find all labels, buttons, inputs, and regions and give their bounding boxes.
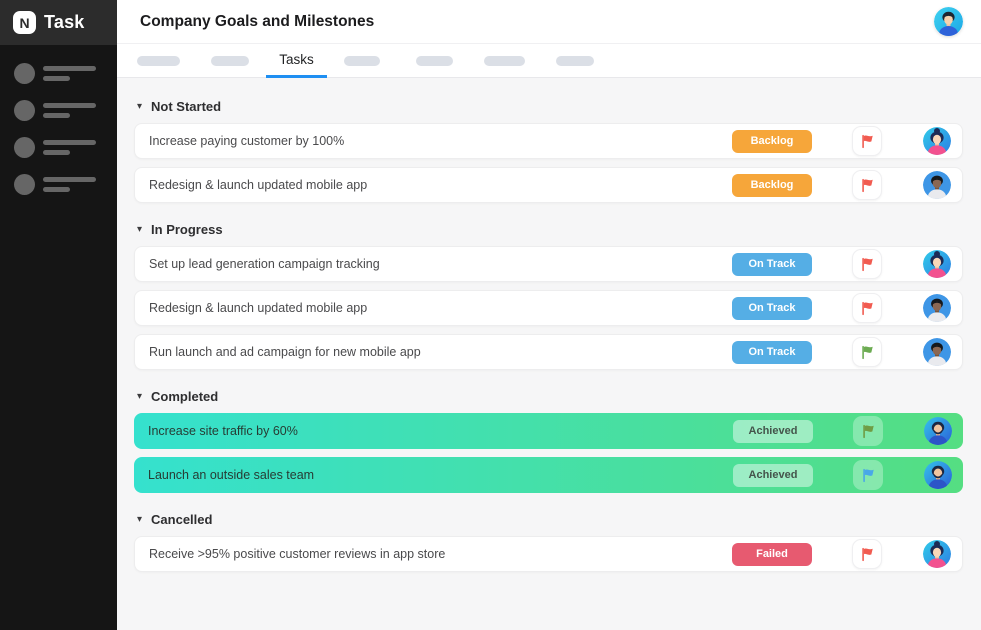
brand: N Task (0, 0, 117, 45)
flag-icon (860, 467, 877, 484)
priority-flag-button[interactable] (852, 337, 882, 367)
task-title: Increase paying customer by 100% (149, 134, 345, 148)
sidebar-item-placeholder[interactable] (0, 174, 117, 195)
task-list: ▾ Not Started Increase paying customer b… (117, 78, 981, 572)
flag-icon (859, 546, 876, 563)
assignee-avatar[interactable] (923, 338, 951, 366)
section-label: Cancelled (151, 512, 213, 527)
status-badge[interactable]: Achieved (733, 463, 813, 487)
task-title: Redesign & launch updated mobile app (149, 178, 368, 192)
flag-icon (859, 300, 876, 317)
assignee-avatar[interactable] (924, 461, 952, 489)
section-label: Not Started (151, 99, 222, 114)
section-cancelled: ▾ Cancelled Receive >95% positive custom… (134, 512, 963, 572)
sidebar-item-placeholder[interactable] (0, 137, 117, 158)
skeleton-line (43, 187, 70, 192)
page-header: Company Goals and Milestones (117, 0, 981, 44)
status-badge[interactable]: Backlog (732, 129, 812, 153)
priority-flag-button[interactable] (852, 293, 882, 323)
assignee-avatar[interactable] (923, 540, 951, 568)
assignee-avatar[interactable] (923, 127, 951, 155)
sidebar-nav (0, 45, 117, 195)
task-title: Launch an outside sales team (148, 468, 315, 482)
task-row[interactable]: Launch an outside sales team Achieved (134, 457, 963, 493)
skeleton-line (43, 76, 70, 81)
sidebar-item-placeholder[interactable] (0, 100, 117, 121)
task-title: Run launch and ad campaign for new mobil… (149, 345, 421, 359)
skeleton-avatar (14, 174, 35, 195)
tab-placeholder[interactable] (556, 56, 594, 66)
tab-placeholder[interactable] (416, 56, 453, 66)
status-badge[interactable]: Achieved (733, 419, 813, 443)
skeleton-avatar (14, 100, 35, 121)
task-row[interactable]: Increase site traffic by 60% Achieved (134, 413, 963, 449)
skeleton-avatar (14, 137, 35, 158)
skeleton-line (43, 140, 96, 145)
user-avatar[interactable] (934, 7, 963, 36)
status-badge[interactable]: Backlog (732, 173, 812, 197)
assignee-avatar[interactable] (923, 250, 951, 278)
collapse-icon[interactable]: ▾ (137, 100, 143, 112)
skeleton-avatar (14, 63, 35, 84)
flag-icon (859, 344, 876, 361)
section-header[interactable]: ▾ Completed (137, 389, 963, 404)
task-row[interactable]: Set up lead generation campaign tracking… (134, 246, 963, 282)
section-not-started: ▾ Not Started Increase paying customer b… (134, 99, 963, 203)
assignee-avatar[interactable] (924, 417, 952, 445)
task-row[interactable]: Increase paying customer by 100% Backlog (134, 123, 963, 159)
priority-flag-button[interactable] (853, 416, 883, 446)
flag-icon (859, 177, 876, 194)
section-completed: ▾ Completed Increase site traffic by 60%… (134, 389, 963, 493)
flag-icon (859, 256, 876, 273)
section-header[interactable]: ▾ Cancelled (137, 512, 963, 527)
priority-flag-button[interactable] (852, 126, 882, 156)
assignee-avatar[interactable] (923, 171, 951, 199)
task-row[interactable]: Run launch and ad campaign for new mobil… (134, 334, 963, 370)
skeleton-line (43, 177, 96, 182)
collapse-icon[interactable]: ▾ (137, 223, 143, 235)
task-row[interactable]: Receive >95% positive customer reviews i… (134, 536, 963, 572)
task-title: Receive >95% positive customer reviews i… (149, 547, 446, 561)
priority-flag-button[interactable] (853, 460, 883, 490)
status-badge[interactable]: On Track (732, 296, 812, 320)
skeleton-line (43, 103, 96, 108)
tab-placeholder[interactable] (211, 56, 249, 66)
priority-flag-button[interactable] (852, 249, 882, 279)
section-in-progress: ▾ In Progress Set up lead generation cam… (134, 222, 963, 370)
status-badge[interactable]: On Track (732, 252, 812, 276)
tab-tasks[interactable]: Tasks (266, 44, 327, 78)
tab-placeholder[interactable] (137, 56, 180, 66)
sidebar-item-placeholder[interactable] (0, 63, 117, 84)
collapse-icon[interactable]: ▾ (137, 390, 143, 402)
task-row[interactable]: Redesign & launch updated mobile app Bac… (134, 167, 963, 203)
section-label: Completed (151, 389, 219, 404)
ntask-logo-icon: N (13, 11, 36, 34)
skeleton-line (43, 66, 96, 71)
priority-flag-button[interactable] (852, 170, 882, 200)
section-label: In Progress (151, 222, 223, 237)
section-header[interactable]: ▾ Not Started (137, 99, 963, 114)
skeleton-line (43, 113, 70, 118)
task-title: Redesign & launch updated mobile app (149, 301, 368, 315)
section-header[interactable]: ▾ In Progress (137, 222, 963, 237)
task-title: Set up lead generation campaign tracking (149, 257, 380, 271)
tab-placeholder[interactable] (344, 56, 380, 66)
page-title: Company Goals and Milestones (140, 12, 375, 30)
sidebar: N Task (0, 0, 117, 630)
status-badge[interactable]: On Track (732, 340, 812, 364)
flag-icon (859, 133, 876, 150)
tab-bar: Tasks (117, 44, 981, 78)
status-badge[interactable]: Failed (732, 542, 812, 566)
brand-name: Task (44, 12, 85, 32)
collapse-icon[interactable]: ▾ (137, 513, 143, 525)
assignee-avatar[interactable] (923, 294, 951, 322)
main-area: Company Goals and Milestones Tasks ▾ Not… (117, 0, 981, 630)
tab-placeholder[interactable] (484, 56, 525, 66)
task-title: Increase site traffic by 60% (148, 424, 298, 438)
flag-icon (860, 423, 877, 440)
task-row[interactable]: Redesign & launch updated mobile app On … (134, 290, 963, 326)
skeleton-line (43, 150, 70, 155)
priority-flag-button[interactable] (852, 539, 882, 569)
